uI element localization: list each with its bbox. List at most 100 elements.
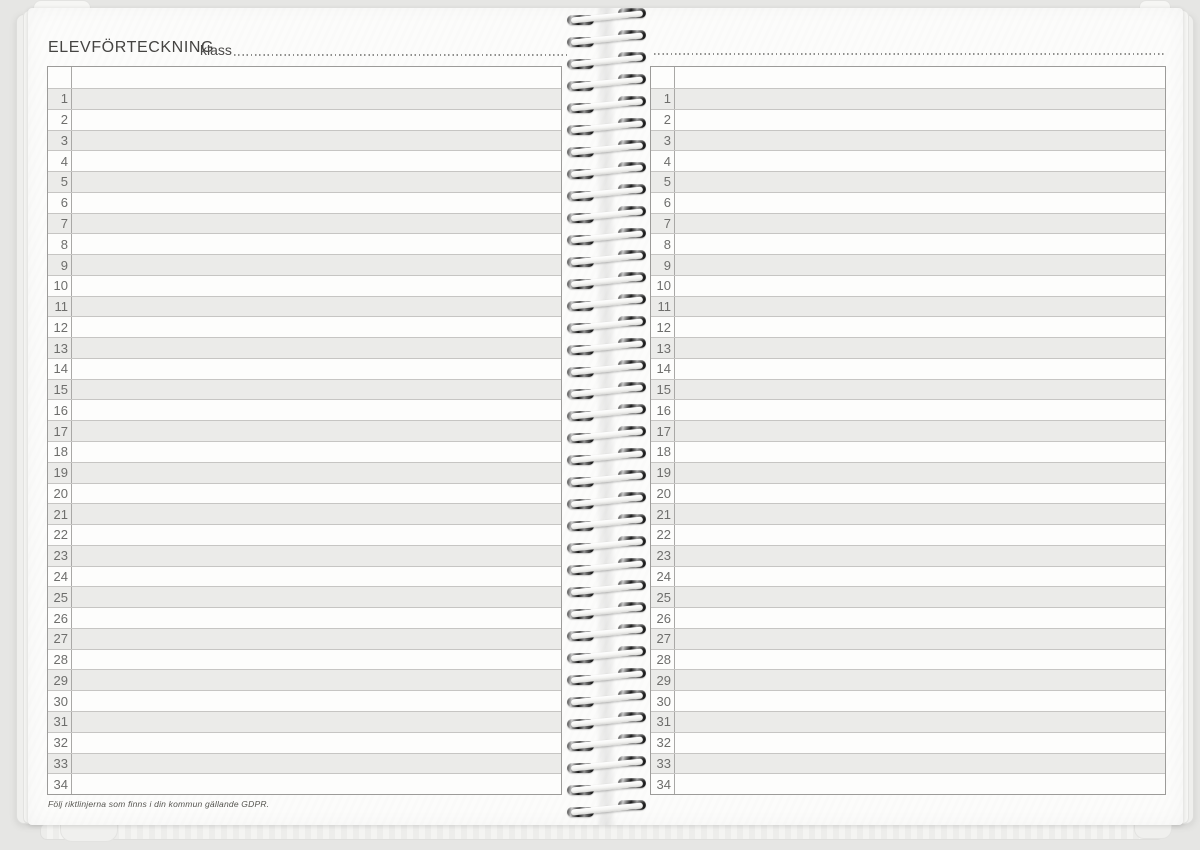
student-name-cell[interactable] [72,484,561,504]
student-name-cell[interactable] [72,193,561,213]
table-row: 21 [48,504,561,526]
student-name-cell[interactable] [675,214,1165,234]
row-number: 31 [48,711,72,732]
student-name-cell[interactable] [675,400,1165,420]
page-title: ELEVFÖRTECKNING [48,39,215,56]
name-column-header[interactable] [72,67,561,88]
student-name-cell[interactable] [72,172,561,192]
table-row: 6 [48,192,561,214]
student-name-cell[interactable] [72,587,561,607]
student-name-cell[interactable] [675,567,1165,587]
student-name-cell[interactable] [72,421,561,441]
student-name-cell[interactable] [72,712,561,732]
student-name-cell[interactable] [72,255,561,275]
table-row: 16 [651,400,1165,422]
student-name-cell[interactable] [675,442,1165,462]
student-name-cell[interactable] [72,546,561,566]
row-number: 8 [651,234,675,255]
student-name-cell[interactable] [72,525,561,545]
student-name-cell[interactable] [72,297,561,317]
row-number: 30 [48,691,72,711]
table-row: 29 [651,670,1165,692]
student-name-cell[interactable] [72,89,561,109]
page-tab-bottom-right [1134,822,1172,839]
student-name-cell[interactable] [675,338,1165,358]
row-number: 18 [48,442,72,462]
student-name-cell[interactable] [72,234,561,254]
student-name-cell[interactable] [675,525,1165,545]
student-name-cell[interactable] [675,276,1165,296]
row-number: 19 [48,462,72,483]
student-name-cell[interactable] [72,110,561,130]
table-row: 9 [651,255,1165,276]
student-name-cell[interactable] [675,733,1165,753]
table-row: 2 [651,109,1165,131]
student-name-cell[interactable] [675,484,1165,504]
table-row: 24 [48,566,561,588]
student-name-cell[interactable] [675,650,1165,670]
student-name-cell[interactable] [72,338,561,358]
student-name-cell[interactable] [72,670,561,690]
student-name-cell[interactable] [675,546,1165,566]
row-number: 32 [651,732,675,753]
row-number: 6 [651,192,675,213]
student-name-cell[interactable] [72,629,561,649]
student-name-cell[interactable] [72,317,561,337]
student-name-cell[interactable] [675,504,1165,524]
student-name-cell[interactable] [72,131,561,151]
student-name-cell[interactable] [675,317,1165,337]
student-name-cell[interactable] [72,650,561,670]
student-name-cell[interactable] [72,400,561,420]
student-name-cell[interactable] [675,172,1165,192]
student-name-cell[interactable] [72,504,561,524]
table-row: 22 [651,525,1165,546]
student-name-cell[interactable] [675,421,1165,441]
student-name-cell[interactable] [72,774,561,794]
student-name-cell[interactable] [675,255,1165,275]
student-name-cell[interactable] [72,608,561,628]
student-name-cell[interactable] [675,359,1165,379]
row-number: 10 [48,275,72,296]
student-name-cell[interactable] [675,463,1165,483]
page-tab-bottom-left [60,824,118,842]
student-name-cell[interactable] [72,691,561,711]
student-name-cell[interactable] [675,774,1165,794]
student-name-cell[interactable] [72,359,561,379]
table-row: 1 [651,89,1165,110]
row-number: 5 [48,172,72,192]
student-name-cell[interactable] [675,297,1165,317]
student-name-cell[interactable] [675,712,1165,732]
student-name-cell[interactable] [72,463,561,483]
student-name-cell[interactable] [675,151,1165,171]
table-row: 26 [48,608,561,629]
student-name-cell[interactable] [72,733,561,753]
student-name-cell[interactable] [675,110,1165,130]
row-number: 33 [48,753,72,774]
name-column-header[interactable] [675,67,1165,88]
table-row: 4 [651,151,1165,173]
student-name-cell[interactable] [675,89,1165,109]
student-name-cell[interactable] [675,608,1165,628]
student-name-cell[interactable] [72,754,561,774]
student-name-cell[interactable] [72,380,561,400]
student-name-cell[interactable] [72,151,561,171]
student-name-cell[interactable] [675,629,1165,649]
class-fill-in-line-right[interactable] [654,53,1165,55]
student-name-cell[interactable] [72,442,561,462]
table-row: 30 [651,691,1165,712]
student-name-cell[interactable] [675,587,1165,607]
student-name-cell[interactable] [72,276,561,296]
class-fill-in-line[interactable] [234,54,570,56]
student-name-cell[interactable] [675,193,1165,213]
student-name-cell[interactable] [675,234,1165,254]
student-name-cell[interactable] [675,380,1165,400]
table-row: 3 [48,130,561,152]
row-number: 14 [48,358,72,379]
student-name-cell[interactable] [675,754,1165,774]
student-name-cell[interactable] [675,131,1165,151]
student-name-cell[interactable] [675,691,1165,711]
student-name-cell[interactable] [72,567,561,587]
row-number: 16 [651,400,675,421]
student-name-cell[interactable] [675,670,1165,690]
student-name-cell[interactable] [72,214,561,234]
